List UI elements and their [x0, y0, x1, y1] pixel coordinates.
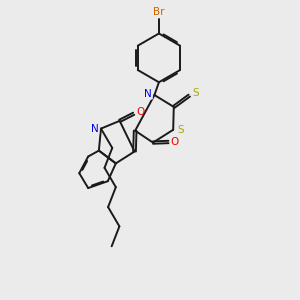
- Text: O: O: [171, 137, 179, 147]
- Text: S: S: [177, 125, 184, 135]
- Text: O: O: [136, 107, 144, 117]
- Text: N: N: [144, 88, 152, 98]
- Text: S: S: [193, 88, 199, 98]
- Text: N: N: [91, 124, 98, 134]
- Text: Br: Br: [153, 7, 165, 17]
